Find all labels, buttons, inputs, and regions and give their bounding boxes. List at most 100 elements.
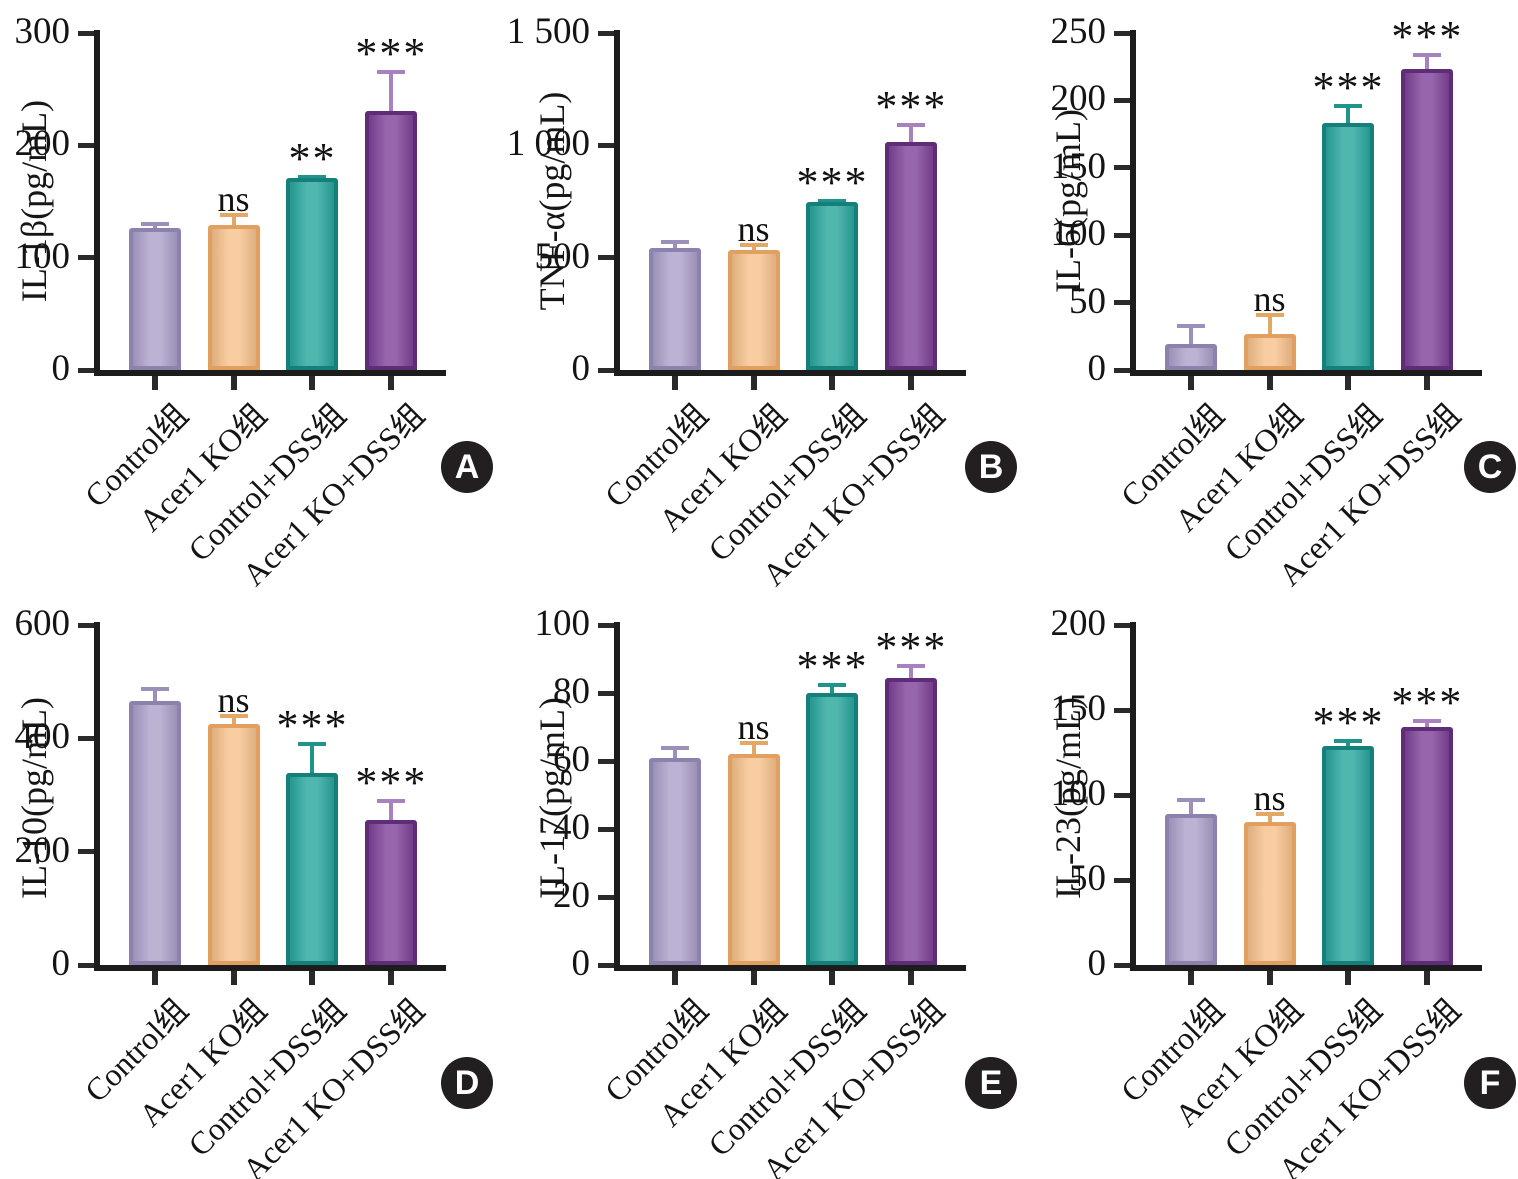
y-tick [78, 962, 94, 968]
chart-panel-b: TNF-α(pg/mL) B 0 500 1 000 1 500 Control组 ns A… [506, 0, 1017, 593]
significance-label: ns [1253, 279, 1286, 320]
y-tick [598, 962, 614, 968]
error-bar [1188, 327, 1193, 351]
error-bar [672, 748, 677, 764]
error-bar-cap [140, 221, 169, 226]
y-tick-label: 100 [1050, 773, 1107, 814]
error-bar [1267, 815, 1272, 829]
error-bar-cap [818, 682, 847, 687]
x-tick [1266, 971, 1273, 985]
y-tick [598, 367, 614, 373]
y-tick-label: 20 [553, 875, 590, 916]
error-bar-cap [1334, 104, 1363, 109]
x-axis-line [614, 965, 966, 971]
x-tick [671, 376, 678, 390]
x-tick [829, 376, 836, 390]
y-axis-line [614, 622, 620, 971]
significance-label: ns [1253, 778, 1286, 818]
significance-label: ns [737, 706, 770, 747]
bar [1322, 745, 1375, 965]
error-bar-cap [660, 745, 689, 750]
significance-label: *** [1391, 677, 1464, 727]
y-tick [1114, 622, 1130, 628]
bar [1243, 333, 1296, 370]
error-bar [1267, 316, 1272, 340]
bar [1243, 822, 1296, 965]
x-tick [388, 971, 395, 985]
error-bar-cap [219, 713, 248, 718]
error-bar-cap [219, 212, 248, 217]
y-tick-label: 500 [534, 235, 591, 277]
panel-badge-c: C [1464, 441, 1516, 493]
y-axis-line [1130, 30, 1136, 376]
error-bar-cap [818, 198, 847, 203]
x-tick [908, 376, 915, 390]
panel-letter: F [1479, 1063, 1501, 1102]
error-bar-cap [1176, 324, 1205, 329]
bar [727, 249, 780, 370]
bar [727, 754, 780, 965]
x-tick [1424, 971, 1431, 985]
significance-label: *** [355, 29, 428, 79]
x-axis-line [614, 370, 966, 376]
y-tick-label: 100 [14, 235, 71, 277]
significance-label: *** [875, 623, 948, 673]
error-bar [389, 801, 394, 826]
x-tick [671, 971, 678, 985]
x-tick [829, 971, 836, 985]
error-bar-cap [298, 174, 327, 179]
bar [128, 700, 181, 965]
y-tick [598, 622, 614, 628]
panel-badge-f: F [1464, 1057, 1516, 1109]
bar [648, 248, 701, 370]
significance-label: *** [875, 82, 948, 132]
bar [1401, 69, 1454, 370]
y-tick-label: 0 [51, 943, 71, 984]
error-bar-cap [140, 687, 169, 692]
y-tick-label: 400 [14, 716, 71, 758]
bar [885, 677, 938, 965]
error-bar [830, 685, 835, 699]
significance-label: *** [1312, 697, 1385, 747]
bar [1164, 344, 1217, 370]
y-tick [1114, 30, 1130, 36]
panel-letter: A [454, 447, 480, 486]
bar [806, 201, 859, 370]
error-bar-cap [660, 240, 689, 245]
y-axis-title: IL-6(pg/mL) [1048, 109, 1088, 293]
error-bar [1346, 107, 1351, 130]
y-tick-label: 50 [1069, 858, 1106, 899]
x-tick [1266, 376, 1273, 390]
error-bar-cap [377, 798, 406, 803]
bar [1322, 123, 1375, 370]
chart-panel-f: IL-23(pg/mL) F 0 50 100 150 200 Control组 ns Ace… [1012, 590, 1518, 1179]
y-tick [78, 622, 94, 628]
y-tick-label: 40 [553, 807, 590, 848]
error-bar [909, 126, 914, 148]
y-tick-label: 80 [553, 671, 590, 712]
bar [1401, 727, 1454, 965]
error-bar [152, 690, 157, 707]
y-tick-label: 0 [571, 348, 591, 389]
x-tick [388, 376, 395, 390]
y-tick-label: 100 [534, 603, 591, 644]
error-bar [231, 716, 236, 731]
y-tick-label: 200 [1050, 603, 1107, 644]
significance-label: ns [217, 178, 250, 219]
x-tick [1345, 376, 1352, 390]
y-tick-label: 600 [14, 603, 71, 644]
x-tick [750, 376, 757, 390]
bar [207, 225, 260, 370]
bar [365, 819, 418, 965]
y-tick-label: 0 [571, 943, 591, 984]
error-bar-cap [1413, 718, 1442, 723]
y-tick [1114, 300, 1130, 306]
error-bar-cap [897, 664, 926, 669]
significance-label: *** [1391, 12, 1464, 62]
error-bar-cap [298, 741, 327, 746]
bar [128, 228, 181, 370]
error-bar-cap [1255, 313, 1284, 318]
error-bar-cap [739, 740, 768, 745]
significance-label: *** [796, 157, 869, 207]
